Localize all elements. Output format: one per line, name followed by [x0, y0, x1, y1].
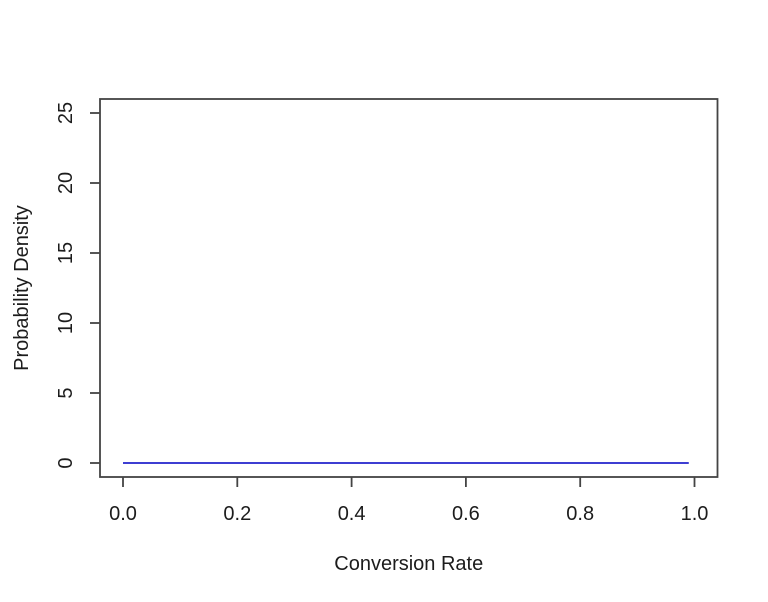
x-axis: 0.0 0.2 0.4 0.6 0.8 1.0 — [109, 477, 708, 525]
y-tick-label: 20 — [55, 172, 77, 194]
y-tick-label: 10 — [55, 312, 77, 334]
x-axis-title: Conversion Rate — [334, 553, 483, 575]
x-tick-label: 1.0 — [681, 503, 709, 525]
x-tick-label: 0.2 — [223, 503, 251, 525]
y-tick-label: 5 — [55, 387, 77, 398]
y-axis-title: Probability Density — [11, 205, 33, 371]
y-tick-label: 15 — [55, 242, 77, 264]
x-tick-label: 0.6 — [452, 503, 480, 525]
y-axis: 0 5 10 15 20 25 — [55, 102, 100, 469]
y-tick-label: 25 — [55, 102, 77, 124]
plot-area-border — [99, 98, 719, 478]
x-tick-label: 0.8 — [566, 503, 594, 525]
x-tick-label: 0.4 — [338, 503, 366, 525]
x-tick-label: 0.0 — [109, 503, 137, 525]
y-tick-label: 0 — [55, 457, 77, 468]
